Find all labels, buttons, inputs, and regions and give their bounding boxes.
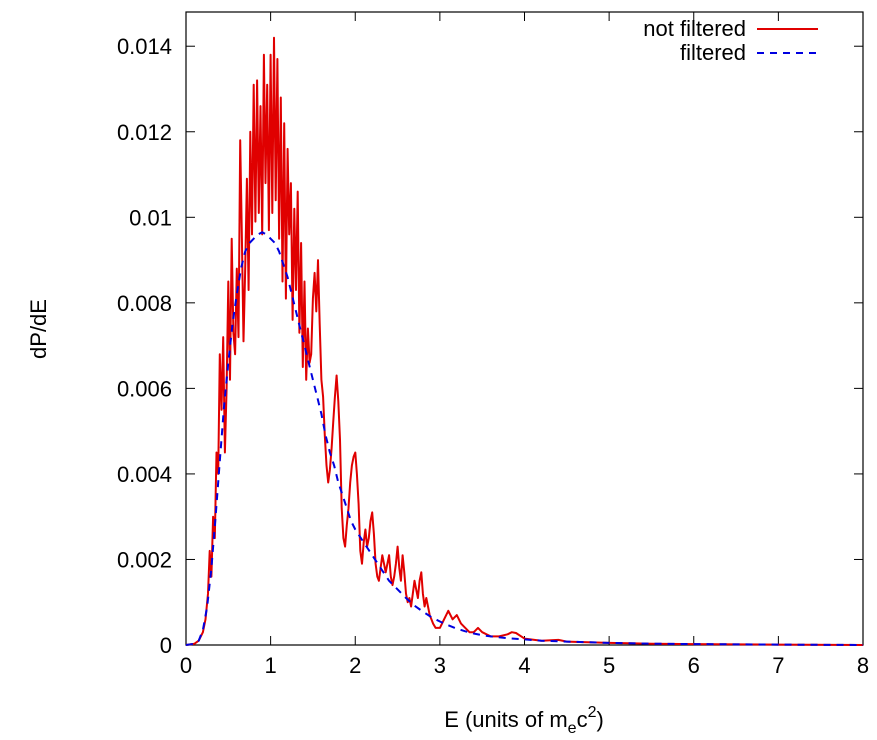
series-line-not-filtered xyxy=(185,36,864,646)
x-tick-label: 5 xyxy=(603,653,615,678)
plot-frame xyxy=(185,11,864,646)
y-tick-label: 0.01 xyxy=(129,205,172,230)
y-tick-label: 0.014 xyxy=(117,34,172,59)
series-line-filtered xyxy=(185,231,864,646)
x-axis-title-end: ) xyxy=(596,707,603,732)
x-axis-title: E (units of mec2) xyxy=(444,704,604,737)
series-layer xyxy=(185,36,864,646)
x-axis-ticks: 0 1 2 3 4 5 6 7 8 xyxy=(180,12,869,678)
x-tick-label: 0 xyxy=(180,653,192,678)
y-tick-label: 0.012 xyxy=(117,120,172,145)
x-tick-label: 2 xyxy=(349,653,361,678)
x-axis-title-sup: 2 xyxy=(588,704,597,721)
y-tick-label: 0.006 xyxy=(117,376,172,401)
y-axis-title: dP/dE xyxy=(26,299,51,359)
y-tick-label: 0.008 xyxy=(117,291,172,316)
y-tick-label: 0.004 xyxy=(117,462,172,487)
x-tick-label: 7 xyxy=(772,653,784,678)
x-axis-title-sub: e xyxy=(568,720,577,737)
y-axis-ticks: 0 0.002 0.004 0.006 0.008 0.01 0.012 0.014 xyxy=(117,34,863,658)
x-tick-label: 8 xyxy=(857,653,869,678)
x-tick-label: 3 xyxy=(434,653,446,678)
x-tick-label: 6 xyxy=(688,653,700,678)
x-tick-label: 4 xyxy=(518,653,530,678)
x-axis-title-main: E (units of m xyxy=(444,707,567,732)
y-tick-label: 0 xyxy=(160,633,172,658)
x-axis-title-mid: c xyxy=(577,707,588,732)
y-tick-label: 0.002 xyxy=(117,547,172,572)
legend-label: not filtered xyxy=(643,16,746,41)
legend-label: filtered xyxy=(680,40,746,65)
x-tick-label: 1 xyxy=(265,653,277,678)
